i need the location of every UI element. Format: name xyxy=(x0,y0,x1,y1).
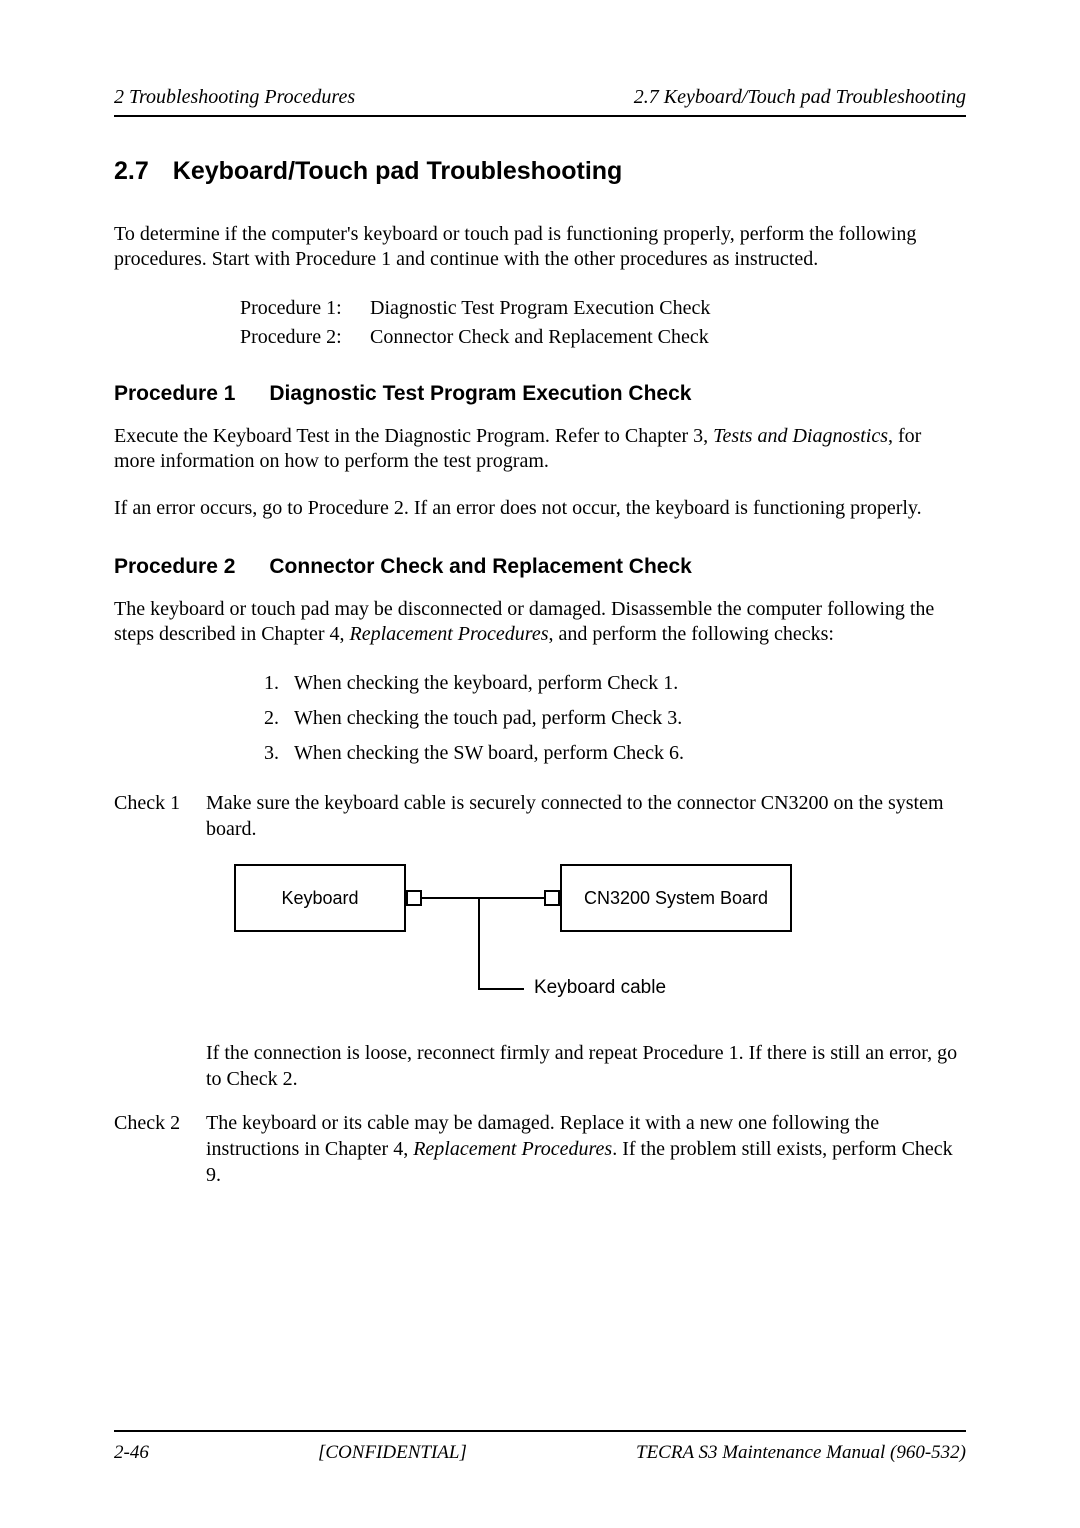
page-number: 2-46 xyxy=(114,1442,149,1464)
procedure2-heading: Procedure 2 Connector Check and Replaceme… xyxy=(114,555,966,579)
procedure2-title: Connector Check and Replacement Check xyxy=(269,555,691,578)
procedure-text: Connector Check and Replacement Check xyxy=(370,323,709,352)
running-head-left: 2 Troubleshooting Procedures xyxy=(114,86,355,109)
book-title: Replacement Procedures xyxy=(350,623,549,645)
procedure1-heading: Procedure 1 Diagnostic Test Program Execu… xyxy=(114,382,966,406)
procedure-label: Procedure 1: xyxy=(240,294,370,323)
procedure1-para2: If an error occurs, go to Procedure 2. I… xyxy=(114,496,966,521)
check1-body: Make sure the keyboard cable is securely… xyxy=(206,790,966,842)
section-title-text: Keyboard/Touch pad Troubleshooting xyxy=(173,157,623,185)
check1-followup: If the connection is loose, reconnect fi… xyxy=(206,1040,966,1092)
book-title: Tests and Diagnostics xyxy=(713,425,888,447)
section-number: 2.7 xyxy=(114,157,149,186)
procedure-label: Procedure 2: xyxy=(240,323,370,352)
book-title: Replacement Procedures xyxy=(413,1138,612,1160)
keyboard-diagram: Keyboard CN3200 System Board Keyboard ca… xyxy=(234,856,794,1026)
diagram-keyboard-box: Keyboard xyxy=(234,864,406,932)
list-item: 1.When checking the keyboard, perform Ch… xyxy=(264,669,966,698)
procedure1-number: Procedure 1 xyxy=(114,382,235,406)
text: , and perform the following checks: xyxy=(549,623,834,645)
check1-block: Check 1 Make sure the keyboard cable is … xyxy=(114,790,966,842)
list-text: When checking the keyboard, perform Chec… xyxy=(294,669,678,698)
procedure2-number: Procedure 2 xyxy=(114,555,235,579)
diagram-cable-label: Keyboard cable xyxy=(534,977,666,999)
check2-label: Check 2 xyxy=(114,1110,206,1188)
diagram-leader-vertical xyxy=(478,897,480,989)
list-text: When checking the touch pad, perform Che… xyxy=(294,704,682,733)
diagram-connector-right xyxy=(544,890,560,906)
footer-manual-title: TECRA S3 Maintenance Manual (960-532) xyxy=(636,1442,966,1464)
procedure-text: Diagnostic Test Program Execution Check xyxy=(370,294,710,323)
diagram-cable-line xyxy=(422,897,544,899)
procedure1-para1: Execute the Keyboard Test in the Diagnos… xyxy=(114,424,966,474)
footer-confidential: [CONFIDENTIAL] xyxy=(318,1442,467,1464)
check2-body: The keyboard or its cable may be damaged… xyxy=(206,1110,966,1188)
intro-paragraph: To determine if the computer's keyboard … xyxy=(114,222,966,272)
list-number: 1. xyxy=(264,669,294,698)
list-text: When checking the SW board, perform Chec… xyxy=(294,739,684,768)
procedure-row: Procedure 1: Diagnostic Test Program Exe… xyxy=(240,294,966,323)
list-item: 2.When checking the touch pad, perform C… xyxy=(264,704,966,733)
procedure-list: Procedure 1: Diagnostic Test Program Exe… xyxy=(240,294,966,352)
section-title: 2.7 Keyboard/Touch pad Troubleshooting xyxy=(114,157,966,186)
diagram-leader-horizontal xyxy=(478,988,524,990)
text: Execute the Keyboard Test in the Diagnos… xyxy=(114,425,713,447)
list-number: 3. xyxy=(264,739,294,768)
running-head: 2 Troubleshooting Procedures 2.7 Keyboar… xyxy=(114,86,966,117)
list-item: 3.When checking the SW board, perform Ch… xyxy=(264,739,966,768)
running-head-right: 2.7 Keyboard/Touch pad Troubleshooting xyxy=(634,86,966,109)
page-footer: 2-46 [CONFIDENTIAL] TECRA S3 Maintenance… xyxy=(114,1430,966,1464)
check2-block: Check 2 The keyboard or its cable may be… xyxy=(114,1110,966,1188)
check1-label: Check 1 xyxy=(114,790,206,842)
procedure1-title: Diagnostic Test Program Execution Check xyxy=(269,382,691,405)
procedure-row: Procedure 2: Connector Check and Replace… xyxy=(240,323,966,352)
diagram-system-box: CN3200 System Board xyxy=(560,864,792,932)
list-number: 2. xyxy=(264,704,294,733)
numbered-list: 1.When checking the keyboard, perform Ch… xyxy=(264,669,966,768)
procedure2-intro: The keyboard or touch pad may be disconn… xyxy=(114,597,966,647)
diagram-connector-left xyxy=(406,890,422,906)
